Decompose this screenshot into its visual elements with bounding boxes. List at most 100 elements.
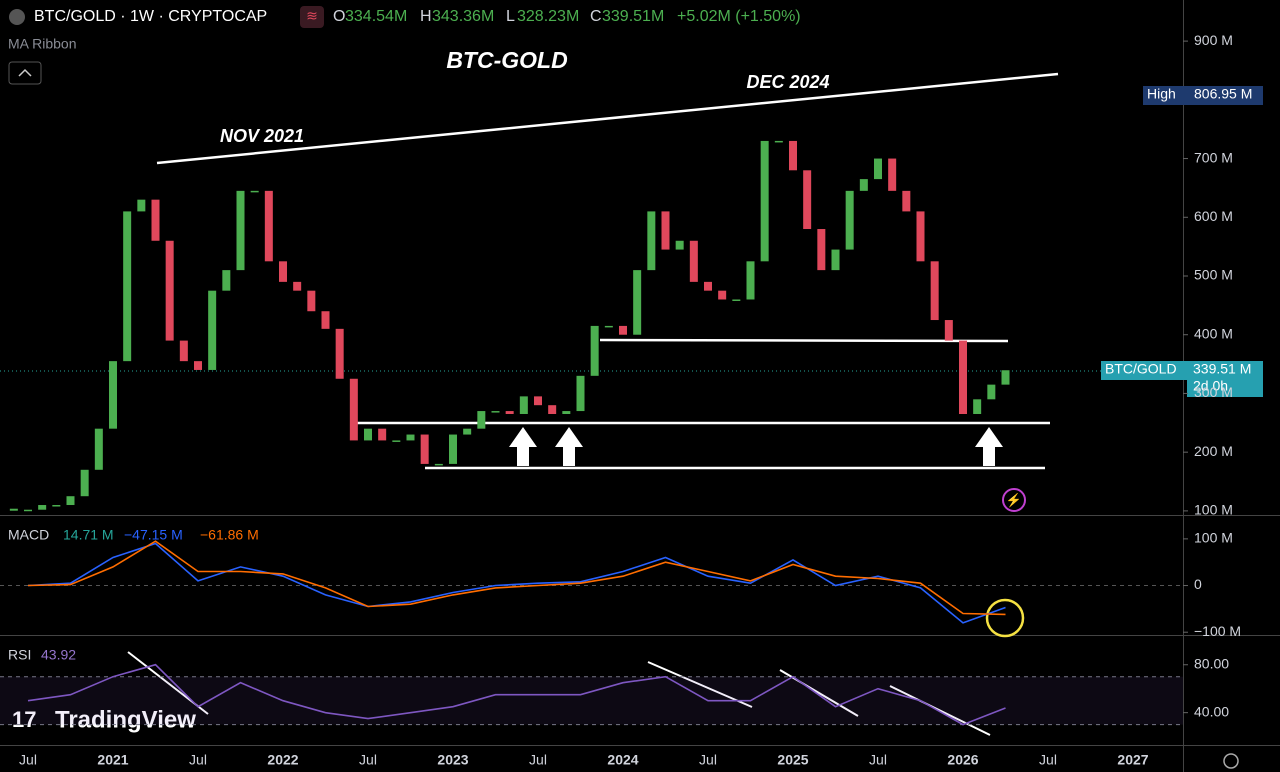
annotation: DEC 2024 — [746, 72, 829, 92]
rsi-trend-line[interactable] — [889, 685, 991, 736]
candle — [562, 411, 571, 414]
y-tick-label: 600 M — [1194, 208, 1233, 224]
candle — [534, 396, 542, 406]
candle — [449, 434, 457, 464]
high-price-tag — [1143, 86, 1263, 105]
rsi-title: RSI — [8, 647, 31, 663]
candle — [633, 270, 642, 335]
low-label: L — [506, 8, 515, 25]
x-tick-label: Jul — [19, 752, 37, 768]
settings-icon[interactable] — [1223, 753, 1239, 769]
candle — [746, 261, 755, 300]
open-label: O — [333, 8, 345, 25]
candle — [987, 384, 996, 400]
x-tick-label: Jul — [1039, 752, 1057, 768]
x-tick-label: Jul — [359, 752, 377, 768]
candle — [732, 299, 741, 301]
candle — [463, 428, 472, 435]
candle — [94, 428, 103, 470]
candle — [944, 320, 953, 341]
watermark-logo: 17 — [12, 707, 36, 732]
candle — [874, 158, 882, 180]
candle — [817, 229, 826, 271]
rsi-trend-line[interactable] — [647, 661, 753, 708]
candle — [137, 199, 146, 212]
candle — [519, 396, 528, 414]
x-tick-label: 2024 — [607, 752, 638, 768]
candle — [548, 405, 557, 414]
change-value: +5.02M (+1.50%) — [677, 8, 801, 25]
indicator-icon[interactable] — [300, 6, 324, 28]
close-value: 339.51M — [602, 8, 664, 25]
candle — [52, 505, 61, 507]
rsi-value: 43.92 — [41, 647, 76, 663]
high-label: High — [1147, 86, 1176, 102]
candle — [661, 211, 670, 250]
alert-glyph: ⚡ — [1006, 492, 1022, 508]
y-tick-label: 200 M — [1194, 443, 1233, 459]
y-tick-label: 0 — [1194, 576, 1202, 592]
chart-title: BTC-GOLD — [446, 47, 567, 73]
candle — [505, 411, 514, 414]
macd-title: MACD — [8, 527, 49, 543]
x-tick-label: 2026 — [947, 752, 978, 768]
y-tick-label: 100 M — [1194, 530, 1233, 546]
indicator-name[interactable]: MA Ribbon — [8, 36, 76, 52]
candle — [279, 261, 287, 282]
candle — [803, 170, 812, 230]
symbol[interactable]: BTC/GOLD · 1W · CRYPTOCAP — [34, 8, 267, 25]
candle — [264, 190, 273, 262]
y-tick-label: 300 M — [1194, 384, 1233, 400]
symbol-tag — [1101, 361, 1187, 380]
x-tick-label: 2027 — [1117, 752, 1148, 768]
candle — [321, 311, 330, 329]
high-price: 806.95 M — [1194, 86, 1252, 102]
x-tick-label: 2025 — [777, 752, 808, 768]
y-tick-label: 80.00 — [1194, 655, 1229, 671]
candle — [888, 158, 897, 191]
symbol-tag-text: BTC/GOLD — [1105, 361, 1177, 377]
candle — [859, 179, 868, 191]
candle — [619, 325, 627, 335]
y-tick-label: 40.00 — [1194, 703, 1229, 719]
candle — [250, 190, 259, 193]
candle — [845, 190, 854, 250]
signal-value: −61.86 M — [200, 527, 259, 543]
candle — [109, 361, 117, 429]
candle — [66, 496, 75, 506]
candle — [392, 440, 401, 442]
collapse-icon — [18, 68, 32, 77]
y-tick-label: 400 M — [1194, 325, 1233, 341]
y-tick-label: 700 M — [1194, 149, 1233, 165]
candle — [179, 340, 188, 362]
candle — [1001, 370, 1010, 385]
alert-icon[interactable] — [1002, 488, 1026, 512]
last-price: 339.51 M — [1193, 361, 1251, 377]
candle — [38, 505, 47, 510]
x-tick-label: 2022 — [267, 752, 298, 768]
close-label: C — [590, 8, 602, 25]
support-line[interactable] — [599, 338, 1009, 343]
trend-line[interactable] — [156, 72, 1059, 165]
x-tick-label: Jul — [189, 752, 207, 768]
indicator-icon-glyph: ≋ — [306, 8, 318, 24]
candle — [420, 434, 429, 464]
candle — [194, 361, 202, 370]
indicator-line — [27, 663, 1006, 726]
candle — [604, 325, 613, 328]
candle — [378, 428, 387, 441]
candle — [477, 411, 486, 429]
candle — [675, 240, 684, 250]
candle — [689, 240, 698, 282]
candle — [959, 340, 967, 414]
arrow-up — [975, 427, 1003, 466]
y-tick-label: 100 M — [1194, 502, 1233, 518]
arrow-up — [509, 427, 537, 466]
high-label: H — [420, 8, 432, 25]
candle — [704, 281, 712, 291]
candle — [123, 211, 132, 362]
x-tick-label: Jul — [869, 752, 887, 768]
collapse-button[interactable] — [8, 61, 42, 85]
